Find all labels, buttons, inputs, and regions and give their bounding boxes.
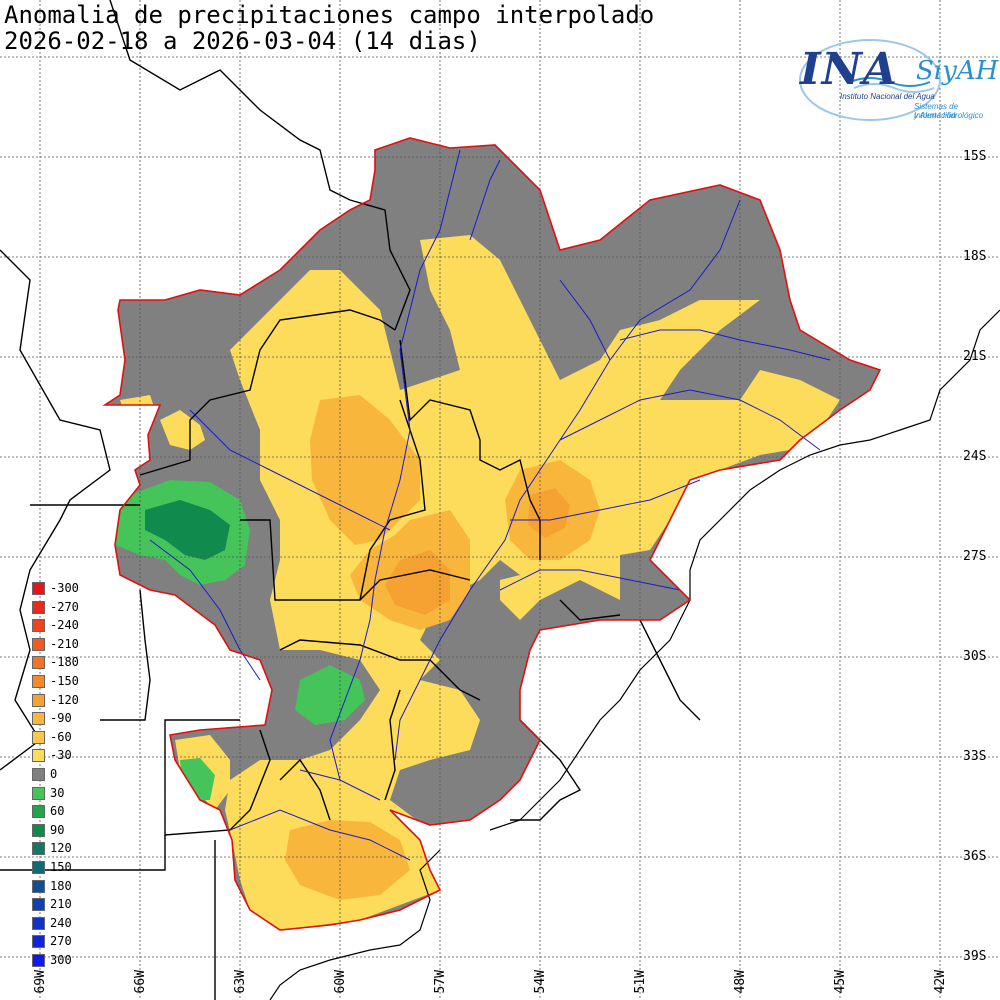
legend-swatch: [32, 842, 45, 856]
legend-label: -30: [50, 748, 72, 763]
legend-item: 300: [32, 952, 92, 968]
lon-label: 69W: [33, 970, 48, 994]
lat-label: 24S: [963, 449, 987, 464]
legend-label: 180: [50, 878, 72, 893]
legend-label: -150: [50, 674, 79, 688]
lon-label: 45W: [833, 970, 848, 994]
legend-swatch: [32, 712, 45, 726]
legend-item: -270: [32, 599, 92, 615]
logo-system: SiyAH: [916, 56, 999, 86]
legend-item: 0: [32, 766, 92, 782]
logo-brand: INA: [800, 44, 898, 95]
legend-swatch: [32, 805, 45, 819]
legend-item: -30: [32, 747, 92, 763]
legend-label: 240: [50, 915, 72, 930]
legend-swatch: [32, 823, 45, 837]
lat-label: 36S: [963, 849, 987, 864]
map-title: Anomalia de precipitaciones campo interp…: [4, 1, 655, 29]
basin-outline: [102, 137, 882, 931]
legend-label: -60: [50, 729, 72, 744]
legend-swatch: [32, 730, 45, 744]
legend-label: -180: [50, 655, 79, 670]
legend-swatch: [32, 879, 45, 893]
legend-item: 150: [32, 859, 92, 875]
legend-label: -90: [50, 711, 72, 726]
legend-swatch: [32, 600, 45, 614]
legend-item: -240: [32, 617, 92, 633]
legend-label: 210: [50, 897, 72, 912]
rivers: [149, 149, 831, 861]
legend-label: -270: [50, 599, 79, 614]
legend-swatch: [32, 582, 45, 595]
legend-label: 0: [50, 767, 58, 781]
lat-label: 21S: [963, 349, 987, 364]
legend-label: -210: [50, 636, 79, 651]
legend-item: 210: [32, 896, 92, 912]
ina-siyah-logo: INA SiyAH Instituto Nacional del Agua Si…: [790, 30, 1000, 130]
legend-label: 60: [50, 804, 65, 819]
legend-label: 120: [50, 841, 72, 856]
logo-system-full-1: Sistemas de Información: [914, 102, 959, 120]
legend-swatch: [32, 898, 45, 912]
legend-label: 30: [50, 785, 65, 800]
lon-label: 51W: [633, 970, 648, 994]
legend-item: 180: [32, 878, 92, 894]
legend-swatch: [32, 637, 45, 651]
lon-label: 48W: [733, 970, 748, 994]
legend-label: -240: [50, 618, 79, 633]
lat-label: 39S: [963, 949, 987, 964]
map-date-range: 2026-02-18 a 2026-03-04 (14 dias): [4, 27, 481, 55]
legend-item: 240: [32, 915, 92, 931]
legend-swatch: [32, 656, 45, 670]
legend-swatch: [32, 861, 45, 874]
legend-swatch: [32, 749, 45, 763]
lon-label: 54W: [533, 970, 548, 994]
lat-label: 30S: [963, 649, 987, 664]
legend-item: -150: [32, 673, 92, 689]
legend-swatch: [32, 916, 45, 930]
legend-label: 270: [50, 934, 72, 949]
legend-swatch: [32, 786, 45, 800]
logo-institute: Instituto Nacional del Agua: [840, 92, 935, 101]
legend-item: 270: [32, 933, 92, 949]
coastline: [269, 309, 1000, 1000]
legend-swatch: [32, 693, 45, 707]
legend-item: -210: [32, 636, 92, 652]
lon-label: 63W: [233, 970, 248, 994]
lat-label: 15S: [963, 149, 987, 164]
lon-label: 42W: [933, 970, 948, 994]
legend-item: -120: [32, 692, 92, 708]
legend-item: 120: [32, 840, 92, 856]
lon-label: 66W: [133, 970, 148, 994]
legend-swatch: [32, 619, 45, 633]
political-borders: [0, 0, 701, 1000]
legend-label: 300: [50, 953, 72, 967]
lat-label: 27S: [963, 549, 987, 564]
legend-item: -300: [32, 580, 92, 596]
legend-item: 30: [32, 785, 92, 801]
logo-system-full-2: y Alerta Hidrológico: [914, 111, 984, 120]
legend-item: -60: [32, 729, 92, 745]
legend-swatch: [32, 935, 45, 949]
legend-label: -300: [50, 581, 79, 595]
lat-label: 18S: [963, 249, 987, 264]
legend-label: -120: [50, 692, 79, 707]
legend-swatch: [32, 768, 45, 781]
legend-label: 150: [50, 860, 72, 874]
legend-swatch: [32, 954, 45, 967]
legend-item: 90: [32, 822, 92, 838]
legend-item: -180: [32, 654, 92, 670]
lat-label: 33S: [963, 749, 987, 764]
legend-swatch: [32, 675, 45, 688]
lon-label: 57W: [433, 970, 448, 994]
legend-item: 60: [32, 803, 92, 819]
lon-label: 60W: [333, 970, 348, 994]
legend-label: 90: [50, 822, 65, 837]
legend-item: -90: [32, 710, 92, 726]
